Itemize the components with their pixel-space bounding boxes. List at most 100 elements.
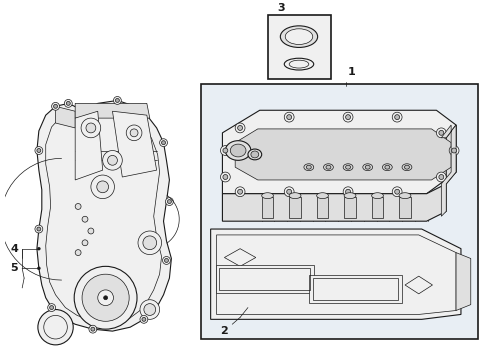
Circle shape xyxy=(345,189,350,194)
Circle shape xyxy=(98,290,114,306)
Circle shape xyxy=(144,303,156,315)
Circle shape xyxy=(140,315,148,323)
Ellipse shape xyxy=(323,164,333,171)
Circle shape xyxy=(91,175,115,199)
Polygon shape xyxy=(37,100,171,331)
Circle shape xyxy=(452,148,457,153)
Circle shape xyxy=(437,128,446,138)
Ellipse shape xyxy=(289,193,301,199)
Ellipse shape xyxy=(225,141,251,160)
Circle shape xyxy=(35,147,43,154)
Ellipse shape xyxy=(280,26,318,48)
Circle shape xyxy=(82,240,88,246)
Circle shape xyxy=(392,187,402,197)
Circle shape xyxy=(395,115,400,120)
Circle shape xyxy=(130,129,138,137)
Polygon shape xyxy=(55,106,75,128)
Circle shape xyxy=(64,99,72,107)
Polygon shape xyxy=(222,184,446,221)
Circle shape xyxy=(138,231,162,255)
Circle shape xyxy=(284,187,294,197)
Text: 1: 1 xyxy=(348,67,356,77)
Ellipse shape xyxy=(262,193,273,199)
Circle shape xyxy=(287,115,292,120)
Bar xyxy=(220,268,310,290)
Ellipse shape xyxy=(363,164,372,171)
Ellipse shape xyxy=(251,151,259,158)
Circle shape xyxy=(220,172,230,182)
Ellipse shape xyxy=(405,165,410,169)
Bar xyxy=(201,84,478,339)
Circle shape xyxy=(345,115,350,120)
Circle shape xyxy=(238,189,243,194)
Circle shape xyxy=(163,257,171,264)
Circle shape xyxy=(220,145,230,156)
Bar xyxy=(313,278,398,300)
Bar xyxy=(262,197,273,218)
Circle shape xyxy=(114,96,122,104)
Circle shape xyxy=(168,199,172,203)
Circle shape xyxy=(162,141,166,145)
Polygon shape xyxy=(222,110,456,194)
Bar xyxy=(289,197,301,218)
Circle shape xyxy=(81,118,101,138)
Bar xyxy=(317,197,328,218)
Circle shape xyxy=(223,148,228,153)
Text: 4: 4 xyxy=(10,244,18,254)
Circle shape xyxy=(37,149,41,153)
Circle shape xyxy=(103,150,122,170)
Circle shape xyxy=(449,145,459,156)
Ellipse shape xyxy=(317,193,328,199)
Ellipse shape xyxy=(306,165,311,169)
Circle shape xyxy=(343,112,353,122)
Circle shape xyxy=(395,189,400,194)
Circle shape xyxy=(287,189,292,194)
Ellipse shape xyxy=(402,164,412,171)
Circle shape xyxy=(97,181,109,193)
Circle shape xyxy=(37,247,40,250)
Circle shape xyxy=(116,99,120,102)
Ellipse shape xyxy=(371,193,383,199)
Circle shape xyxy=(91,327,95,331)
Ellipse shape xyxy=(248,149,262,160)
Circle shape xyxy=(392,112,402,122)
Circle shape xyxy=(235,187,245,197)
Polygon shape xyxy=(75,103,150,118)
Ellipse shape xyxy=(230,144,246,157)
Circle shape xyxy=(343,187,353,197)
Circle shape xyxy=(439,175,444,180)
Ellipse shape xyxy=(382,164,392,171)
Circle shape xyxy=(160,139,168,147)
Circle shape xyxy=(437,172,446,182)
Circle shape xyxy=(284,112,294,122)
Text: 2: 2 xyxy=(220,326,228,336)
Circle shape xyxy=(74,266,137,329)
Circle shape xyxy=(75,203,81,210)
Circle shape xyxy=(143,236,157,249)
Circle shape xyxy=(88,228,94,234)
Circle shape xyxy=(51,102,59,110)
Polygon shape xyxy=(113,111,157,177)
Circle shape xyxy=(49,306,53,310)
Ellipse shape xyxy=(399,193,411,199)
Text: 3: 3 xyxy=(277,3,285,13)
Polygon shape xyxy=(224,249,256,266)
Circle shape xyxy=(53,104,57,108)
Bar xyxy=(309,275,402,303)
Ellipse shape xyxy=(365,165,370,169)
Bar xyxy=(216,265,314,293)
Circle shape xyxy=(439,130,444,135)
Bar xyxy=(344,197,356,218)
Bar xyxy=(399,197,411,218)
Polygon shape xyxy=(75,111,103,180)
Circle shape xyxy=(82,216,88,222)
Polygon shape xyxy=(441,125,456,216)
Circle shape xyxy=(75,249,81,256)
Ellipse shape xyxy=(326,165,331,169)
Text: 5: 5 xyxy=(11,263,18,273)
Circle shape xyxy=(48,303,55,311)
Bar xyxy=(371,197,383,218)
Circle shape xyxy=(37,227,41,231)
Polygon shape xyxy=(405,276,433,294)
Polygon shape xyxy=(235,129,451,180)
